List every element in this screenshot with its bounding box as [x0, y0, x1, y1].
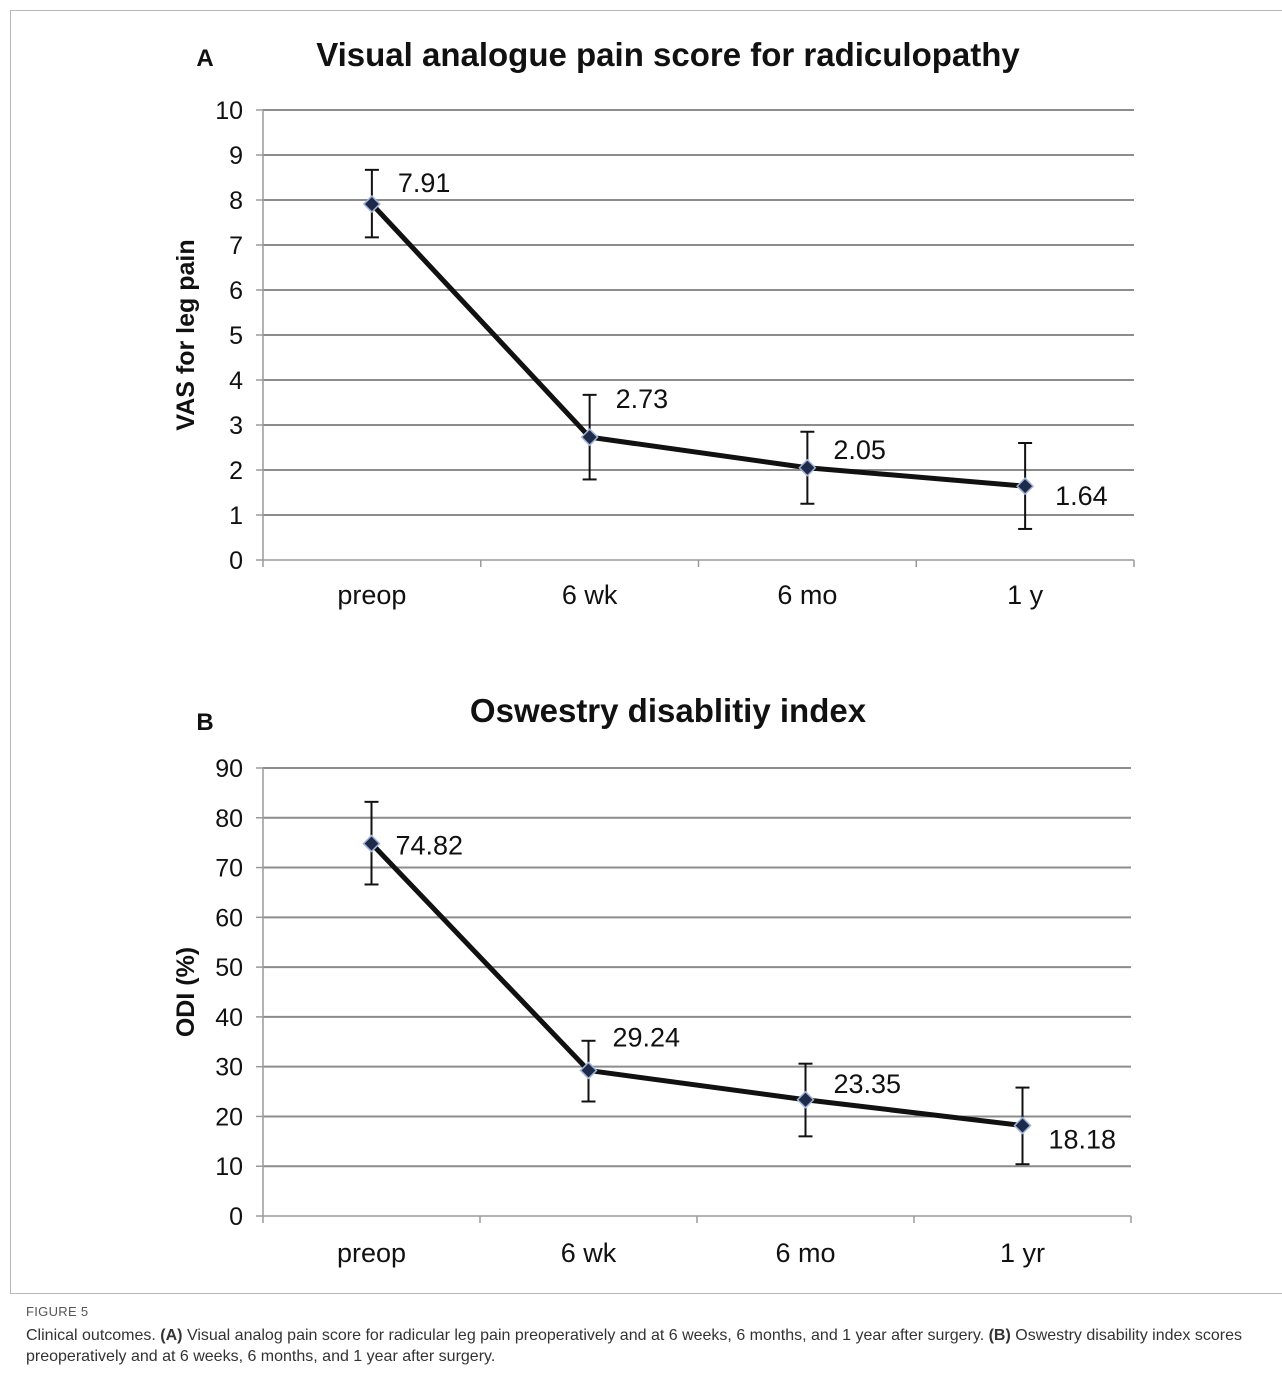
panel-a-ytick-label: 3 [229, 412, 243, 440]
panel-b-data-label: 23.35 [834, 1069, 902, 1099]
panel-b-data-label: 29.24 [613, 1022, 681, 1052]
caption-tag-b: (B) [988, 1327, 1011, 1344]
panel-b-ytick-label: 60 [215, 904, 243, 932]
panel-a-data-point [1016, 477, 1035, 496]
panel-b-title: Oswestry disablitiy index [470, 692, 867, 729]
panel-b-ylabel: ODI (%) [172, 947, 200, 1037]
panel-a-ytick-label: 6 [229, 277, 243, 305]
panel-a-data-point [798, 458, 817, 477]
panel-a-ytick-label: 8 [229, 187, 243, 215]
panel-b-data-point [579, 1061, 598, 1080]
panel-b-xtick-label: 6 wk [561, 1238, 617, 1268]
panel-a-title: Visual analogue pain score for radiculop… [316, 36, 1020, 73]
panel-a-xtick-label: preop [337, 580, 406, 610]
panel-b-ytick-label: 40 [215, 1004, 243, 1032]
panel-a-ylabel: VAS for leg pain [172, 239, 200, 430]
panel-b-data-label: 74.82 [396, 831, 464, 861]
panel-a-ytick-label: 10 [215, 97, 243, 125]
figure-caption: Clinical outcomes. (A) Visual analog pai… [26, 1325, 1276, 1367]
panel-a-data-label: 7.91 [398, 168, 451, 198]
caption-text-b: Oswestry disability index scores preoper… [26, 1327, 1242, 1365]
panel-a-label: A [196, 45, 213, 72]
panel-b-xtick-label: 1 yr [1000, 1238, 1045, 1268]
caption-intro: Clinical outcomes. [26, 1327, 161, 1344]
panel-a-xtick-label: 6 mo [777, 580, 837, 610]
panel-b-ytick-label: 30 [215, 1054, 243, 1082]
panel-b-data-point [362, 834, 381, 853]
figure-charts: A Visual analogue pain score for radiculo… [172, 36, 1135, 1268]
panel-a-xtick-label: 1 y [1007, 580, 1044, 610]
panel-b-data-label: 18.18 [1049, 1125, 1117, 1155]
panel-a-data-point [580, 428, 599, 447]
panel-a-ytick-label: 2 [229, 457, 243, 485]
panel-a-data-label: 1.64 [1055, 481, 1108, 511]
panel-a-ytick-label: 1 [229, 502, 243, 530]
panel-b-ytick-label: 20 [215, 1103, 243, 1131]
panel-a-data-label: 2.73 [616, 384, 669, 414]
panel-a-ytick-label: 4 [229, 367, 243, 395]
panel-a-xtick-label: 6 wk [562, 580, 618, 610]
panel-a-ytick-label: 0 [229, 547, 243, 575]
panel-b-series-line [369, 841, 1023, 1128]
caption-text-a: Visual analog pain score for radicular l… [182, 1327, 989, 1344]
panel-a-series-line [370, 202, 1026, 489]
panel-a-ytick-label: 9 [229, 142, 243, 170]
panel-b-label: B [196, 709, 213, 736]
figure-frame [10, 10, 1282, 1294]
panel-b-ytick-label: 90 [215, 755, 243, 783]
panel-b-xtick-label: preop [337, 1238, 406, 1268]
panel-b-ytick-label: 0 [229, 1203, 243, 1231]
caption-tag-a: (A) [160, 1327, 183, 1344]
panel-b-ytick-label: 80 [215, 805, 243, 833]
panel-b-xtick-label: 6 mo [775, 1238, 835, 1268]
figure-label: FIGURE 5 [26, 1304, 89, 1319]
panel-a-data-label: 2.05 [833, 435, 886, 465]
panel-a-ytick-label: 7 [229, 232, 243, 260]
panel-b-ytick-label: 10 [215, 1153, 243, 1181]
panel-a-data-point [362, 194, 381, 214]
panel-b-ytick-label: 70 [215, 855, 243, 883]
panel-a-ytick-label: 5 [229, 322, 243, 350]
panel-b-data-point [796, 1090, 815, 1109]
panel-b-data-point [1013, 1116, 1032, 1135]
panel-b-ytick-label: 50 [215, 954, 243, 982]
